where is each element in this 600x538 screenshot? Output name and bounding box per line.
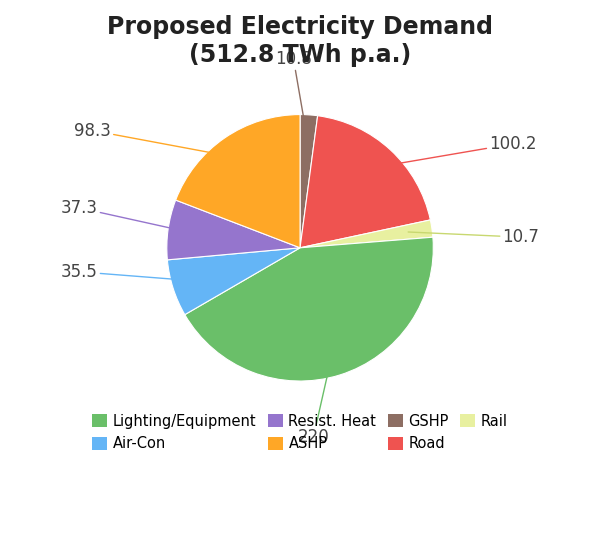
Text: 10.8: 10.8	[275, 49, 312, 139]
Wedge shape	[300, 220, 433, 248]
Wedge shape	[167, 200, 300, 260]
Legend: Lighting/Equipment, Air-Con, Resist. Heat, ASHP, GSHP, Road, Rail: Lighting/Equipment, Air-Con, Resist. Hea…	[86, 408, 514, 457]
Text: 37.3: 37.3	[61, 199, 192, 233]
Wedge shape	[167, 248, 300, 315]
Text: 35.5: 35.5	[61, 263, 196, 281]
Wedge shape	[300, 115, 317, 248]
Text: 10.7: 10.7	[408, 228, 539, 246]
Wedge shape	[300, 116, 430, 248]
Text: 100.2: 100.2	[374, 135, 537, 167]
Wedge shape	[185, 237, 433, 381]
Wedge shape	[176, 115, 300, 248]
Text: 220: 220	[298, 352, 332, 446]
Title: Proposed Electricity Demand
(512.8 TWh p.a.): Proposed Electricity Demand (512.8 TWh p…	[107, 15, 493, 67]
Text: 98.3: 98.3	[74, 122, 238, 158]
